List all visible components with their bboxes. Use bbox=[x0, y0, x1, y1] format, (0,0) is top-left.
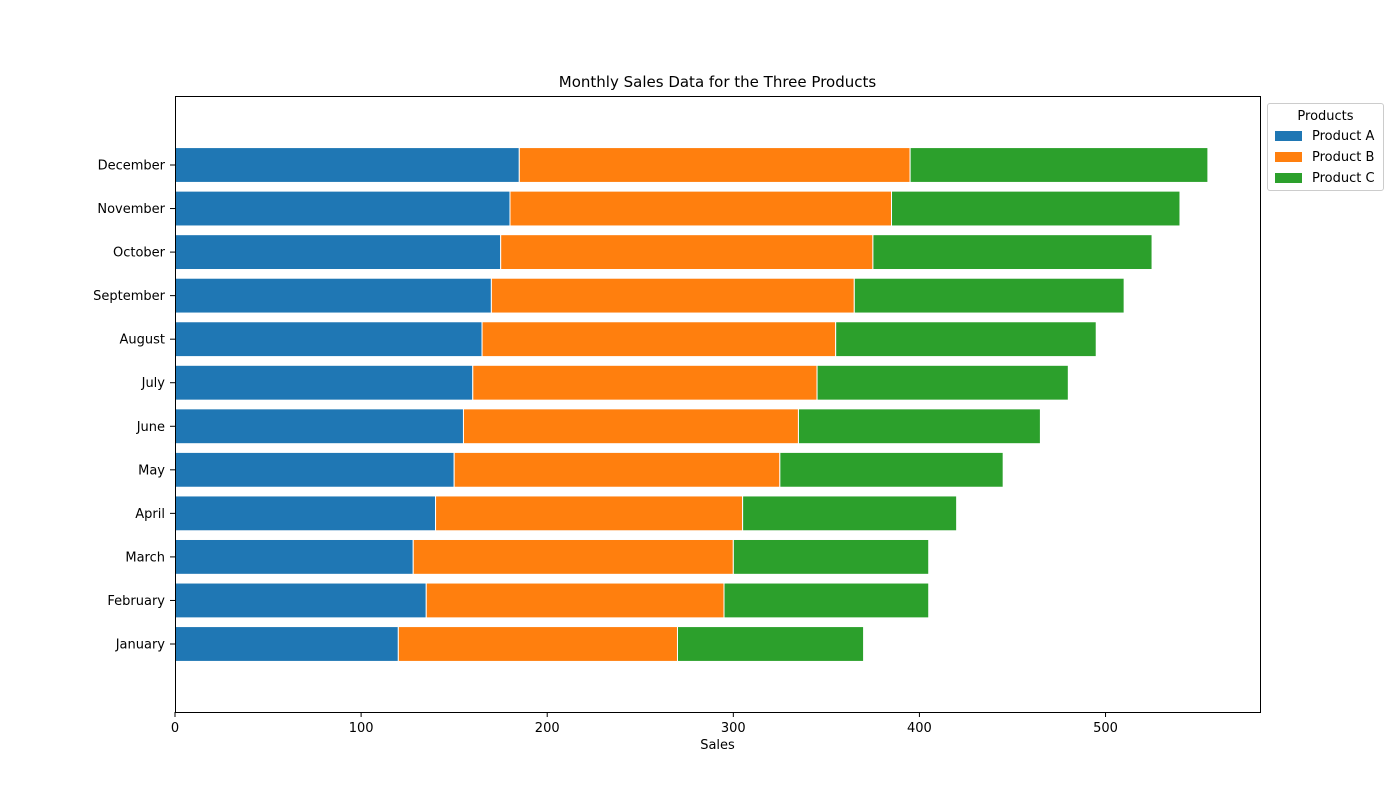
bar-february-series-1 bbox=[174, 582, 427, 619]
bar-october-series-1 bbox=[174, 234, 502, 271]
y-tick-label: January bbox=[115, 638, 166, 653]
bar-september-series-1 bbox=[174, 277, 492, 314]
y-tick-label: February bbox=[107, 594, 165, 609]
bar-july-series-1 bbox=[174, 364, 474, 401]
bar-july-series-3 bbox=[816, 364, 1069, 401]
bar-january-series-2 bbox=[397, 626, 678, 662]
bars-layer bbox=[174, 147, 1209, 662]
legend-label: Product C bbox=[1312, 171, 1375, 186]
legend-swatch bbox=[1275, 131, 1302, 141]
y-tick-label: October bbox=[113, 246, 166, 261]
bar-june-series-3 bbox=[797, 408, 1041, 445]
y-tick-label: December bbox=[98, 159, 166, 174]
bar-february-series-3 bbox=[723, 582, 930, 619]
bar-february-series-2 bbox=[425, 582, 725, 619]
y-tick-label: August bbox=[120, 333, 166, 348]
bar-april-series-2 bbox=[435, 495, 744, 532]
bar-june-series-2 bbox=[462, 408, 799, 445]
x-tick-label: 400 bbox=[907, 721, 932, 736]
bar-august-series-3 bbox=[835, 321, 1097, 358]
legend-item-product-b: Product B bbox=[1268, 147, 1383, 168]
y-tick-label: November bbox=[97, 202, 165, 217]
chart-title: Monthly Sales Data for the Three Product… bbox=[558, 73, 877, 91]
plot-area-frame bbox=[175, 96, 1261, 713]
bar-august-series-1 bbox=[174, 321, 483, 358]
bar-april-series-1 bbox=[174, 495, 437, 532]
legend-title: Products bbox=[1297, 109, 1354, 124]
x-tick-label: 200 bbox=[535, 721, 560, 736]
bar-november-series-2 bbox=[509, 190, 893, 227]
x-tick-label: 0 bbox=[171, 721, 179, 736]
bar-november-series-1 bbox=[174, 190, 511, 227]
x-tick-label: 100 bbox=[349, 721, 374, 736]
legend-item-product-c: Product C bbox=[1268, 168, 1383, 189]
bar-march-series-3 bbox=[732, 538, 930, 575]
legend-swatch bbox=[1275, 173, 1302, 183]
bar-october-series-3 bbox=[872, 234, 1153, 271]
x-axis-label: Sales bbox=[700, 738, 735, 753]
y-tick-label: May bbox=[138, 463, 165, 478]
bar-january-series-1 bbox=[174, 626, 399, 662]
bar-december-series-2 bbox=[518, 147, 911, 183]
legend: Products Product A Product B Product C bbox=[1267, 103, 1384, 191]
bar-may-series-2 bbox=[453, 451, 781, 488]
bar-august-series-2 bbox=[481, 321, 837, 358]
bar-november-series-3 bbox=[891, 190, 1181, 227]
bar-october-series-2 bbox=[500, 234, 874, 271]
bar-december-series-1 bbox=[174, 147, 520, 183]
y-tick-label: March bbox=[125, 550, 165, 565]
bar-july-series-2 bbox=[472, 364, 818, 401]
bar-may-series-1 bbox=[174, 451, 455, 488]
x-axis: 0 100 200 300 400 500 bbox=[171, 712, 1118, 736]
bar-january-series-3 bbox=[676, 626, 865, 662]
legend-swatch bbox=[1275, 152, 1302, 162]
bar-june-series-1 bbox=[174, 408, 464, 445]
bar-march-series-2 bbox=[412, 538, 734, 575]
y-tick-label: April bbox=[135, 507, 165, 522]
x-tick-label: 300 bbox=[721, 721, 746, 736]
y-tick-label: September bbox=[93, 289, 166, 304]
legend-label: Product B bbox=[1312, 150, 1375, 165]
bar-april-series-3 bbox=[742, 495, 958, 532]
y-tick-label: July bbox=[141, 376, 166, 391]
bar-may-series-3 bbox=[779, 451, 1004, 488]
bar-september-series-2 bbox=[490, 277, 855, 314]
bar-september-series-3 bbox=[853, 277, 1125, 314]
legend-item-product-a: Product A bbox=[1268, 126, 1383, 147]
y-axis: January February March April May June July Augu… bbox=[93, 159, 175, 653]
bar-march-series-1 bbox=[174, 538, 414, 575]
y-tick-label: June bbox=[136, 420, 165, 435]
legend-label: Product A bbox=[1312, 129, 1375, 144]
x-tick-label: 500 bbox=[1093, 721, 1118, 736]
bar-december-series-3 bbox=[909, 147, 1209, 183]
